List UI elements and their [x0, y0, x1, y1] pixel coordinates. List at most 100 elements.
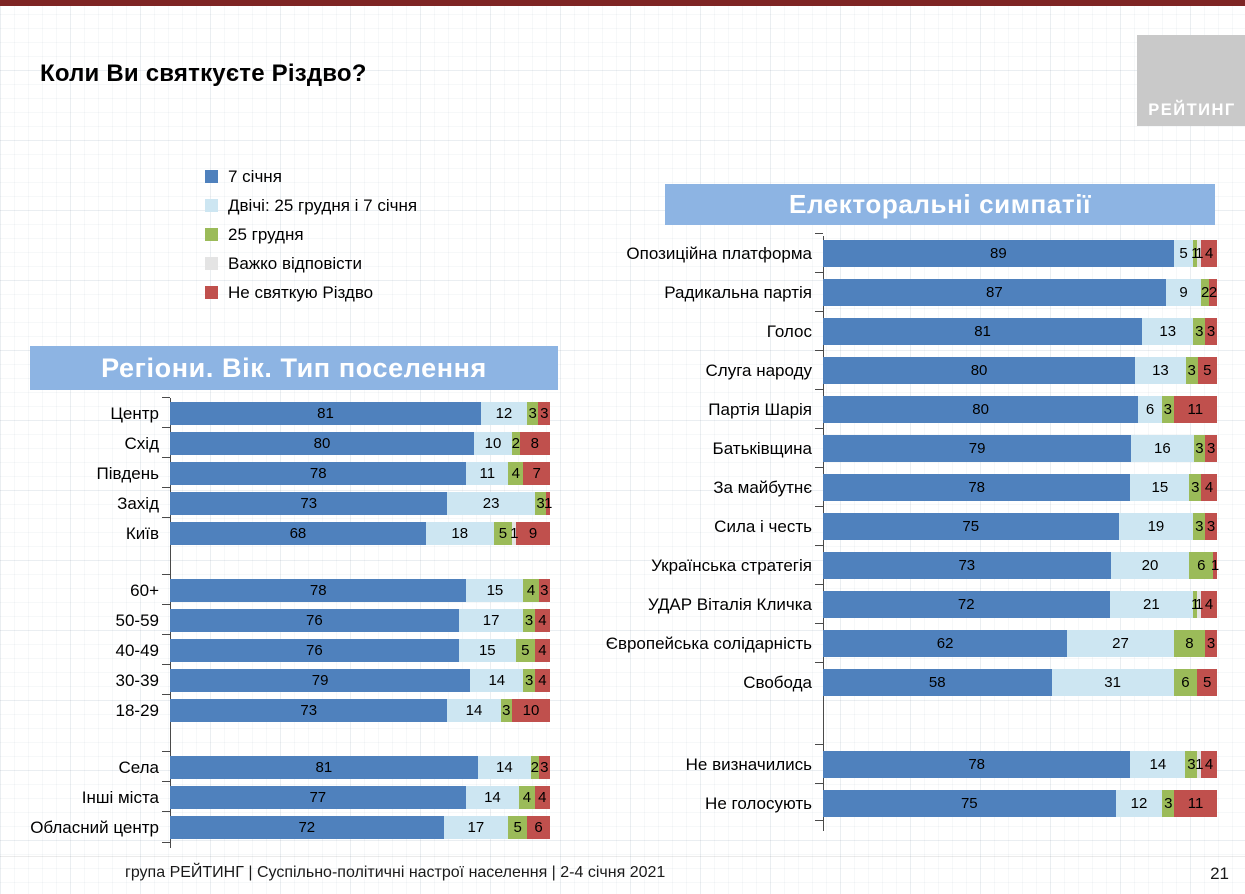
- stacked-bar: 76 15 5 4: [162, 634, 550, 662]
- stacked-bar: 80 13 3 5: [815, 350, 1217, 384]
- bar-segment-dec25: 1: [1191, 591, 1199, 618]
- bar-segment-both-dates: 6: [1138, 396, 1162, 423]
- bar-segment-both-dates: 13: [1135, 357, 1186, 384]
- stacked-bar: 78 11 4 7: [162, 457, 550, 485]
- bar-segment-dec25: 4: [519, 786, 535, 809]
- bar-segment-both-dates: 15: [1130, 474, 1190, 501]
- bar-segment-hard-to-say: 1: [510, 522, 518, 545]
- stacked-bar: 72 17 5 6: [162, 811, 550, 843]
- chart-row: 60+ 78 15 4 3: [6, 574, 558, 602]
- bar-segment-both-dates: 14: [477, 756, 531, 779]
- row-label: Партія Шарія: [708, 399, 812, 419]
- segment-value: 10: [484, 435, 502, 452]
- segment-value: 10: [522, 702, 540, 719]
- segment-value: 3: [540, 759, 549, 776]
- row-label: Південь: [96, 463, 159, 483]
- stacked-bar: 80 6 3 11: [815, 389, 1217, 423]
- segment-value: 3: [1206, 635, 1216, 652]
- segment-value: 15: [478, 642, 496, 659]
- chart-group-non-voters: Не визначились 78 14 3 1 4 Не голосують 75 12 3 11: [601, 744, 1223, 821]
- bar-segment-jan7: 58: [823, 669, 1052, 696]
- bar-segment-hard-to-say: 1: [1195, 240, 1204, 267]
- rating-group-logo: РЕЙТИНГ: [1137, 35, 1245, 126]
- bar-segment-jan7: 73: [170, 492, 448, 515]
- chart-row: Села 81 14 2 3: [6, 751, 558, 779]
- stacked-bar: 75 19 3 3: [815, 506, 1217, 540]
- legend-label: 25 грудня: [228, 224, 304, 244]
- segment-value: 2: [530, 759, 539, 776]
- segment-value: 3: [1163, 401, 1172, 418]
- segment-value: 7: [532, 465, 541, 482]
- segment-value: 72: [298, 819, 316, 836]
- chart-row: Опозиційна платформа 89 5 1 1 4: [601, 233, 1223, 267]
- bar-segment-both-dates: 5: [1173, 240, 1194, 267]
- legend-label: Не святкую Різдво: [228, 282, 374, 302]
- bar-segment-hard-to-say: 1: [1195, 591, 1203, 618]
- segment-value: 1: [1191, 245, 1200, 262]
- bar-segment-jan7: 89: [823, 240, 1174, 267]
- bar-segment-dec25: 4: [508, 462, 524, 485]
- chart-row: За майбутнє 78 15 3 4: [601, 467, 1223, 501]
- bar-segment-jan7: 78: [823, 751, 1131, 778]
- bar-segment-dec25: 6: [1173, 669, 1198, 696]
- segment-value: 1: [1195, 245, 1204, 262]
- bar-segment-both-dates: 12: [480, 402, 527, 425]
- bar-segment-no-celebrate: 4: [1201, 240, 1217, 267]
- bar-segment-jan7: 76: [170, 639, 459, 662]
- segment-value: 3: [1206, 440, 1216, 457]
- bar-segment-no-celebrate: 4: [1201, 751, 1217, 778]
- bar-segment-jan7: 75: [823, 513, 1119, 540]
- bar-segment-dec25: 3: [1161, 396, 1174, 423]
- segment-value: 73: [300, 495, 318, 512]
- chart-row: 30-39 79 14 3 4: [6, 664, 558, 692]
- legend-label: Двічі: 25 грудня і 7 січня: [228, 195, 418, 215]
- bar-segment-both-dates: 19: [1118, 513, 1194, 540]
- chart-regions-age-settlement: Центр 81 12 3 3 Схід 80 10 2 8 Південь 78 11 4 7 Захід 7…: [6, 397, 558, 848]
- segment-value: 4: [511, 465, 520, 482]
- left-chart-title: Регіони. Вік. Тип поселення: [101, 352, 487, 383]
- segment-value: 62: [936, 635, 954, 652]
- row-label: Слуга народу: [705, 360, 813, 380]
- bar-segment-hard-to-say: 1: [1195, 751, 1203, 778]
- bar-segment-dec25: 6: [1189, 552, 1214, 579]
- segment-value: 4: [1204, 596, 1214, 613]
- segment-value: 58: [928, 674, 946, 691]
- bar-segment-jan7: 78: [170, 579, 467, 602]
- bar-segment-both-dates: 16: [1131, 435, 1194, 462]
- bar-segment-jan7: 80: [823, 357, 1136, 384]
- segment-value: 5: [1179, 245, 1188, 262]
- row-label: Свобода: [743, 672, 812, 692]
- segment-value: 4: [538, 672, 547, 689]
- bar-segment-both-dates: 27: [1067, 630, 1174, 657]
- left-chart-title-banner: Регіони. Вік. Тип поселення: [30, 346, 558, 390]
- legend-label: 7 січня: [228, 166, 282, 186]
- bar-segment-dec25: 5: [508, 816, 528, 839]
- segment-value: 9: [528, 525, 538, 542]
- row-label: Обласний центр: [30, 817, 159, 837]
- segment-value: 14: [1149, 756, 1167, 773]
- bar-segment-jan7: 87: [823, 279, 1166, 306]
- right-chart-title: Електоральні симпатії: [789, 189, 1091, 219]
- chart-group-settlement: Села 81 14 2 3 Інші міста 77 14 4 4 Обласний центр…: [6, 751, 558, 843]
- segment-value: 12: [495, 405, 513, 422]
- row-label: 30-39: [115, 670, 159, 690]
- bar-segment-both-dates: 10: [474, 432, 512, 455]
- bar-segment-dec25: 1: [1191, 240, 1200, 267]
- footer-source-text: група РЕЙТИНГ | Суспільно-політичні наст…: [125, 864, 666, 881]
- segment-value: 31: [1104, 674, 1121, 691]
- bar-segment-jan7: 81: [823, 318, 1143, 345]
- stacked-bar: 89 5 1 1 4: [815, 233, 1217, 267]
- segment-value: 78: [968, 479, 985, 496]
- bar-segment-no-celebrate: 11: [1174, 790, 1217, 817]
- bar-segment-no-celebrate: 5: [1197, 357, 1217, 384]
- legend-item: Не святкую Різдво: [205, 278, 417, 307]
- bar-segment-both-dates: 9: [1165, 279, 1202, 306]
- bar-segment-both-dates: 13: [1142, 318, 1194, 345]
- bar-segment-jan7: 72: [823, 591, 1110, 618]
- segment-value: 15: [1151, 479, 1169, 496]
- segment-value: 2: [511, 435, 520, 452]
- row-label: За майбутнє: [713, 477, 812, 497]
- row-label: Схід: [124, 433, 159, 453]
- bar-segment-dec25: 3: [1185, 357, 1198, 384]
- segment-value: 81: [315, 759, 333, 776]
